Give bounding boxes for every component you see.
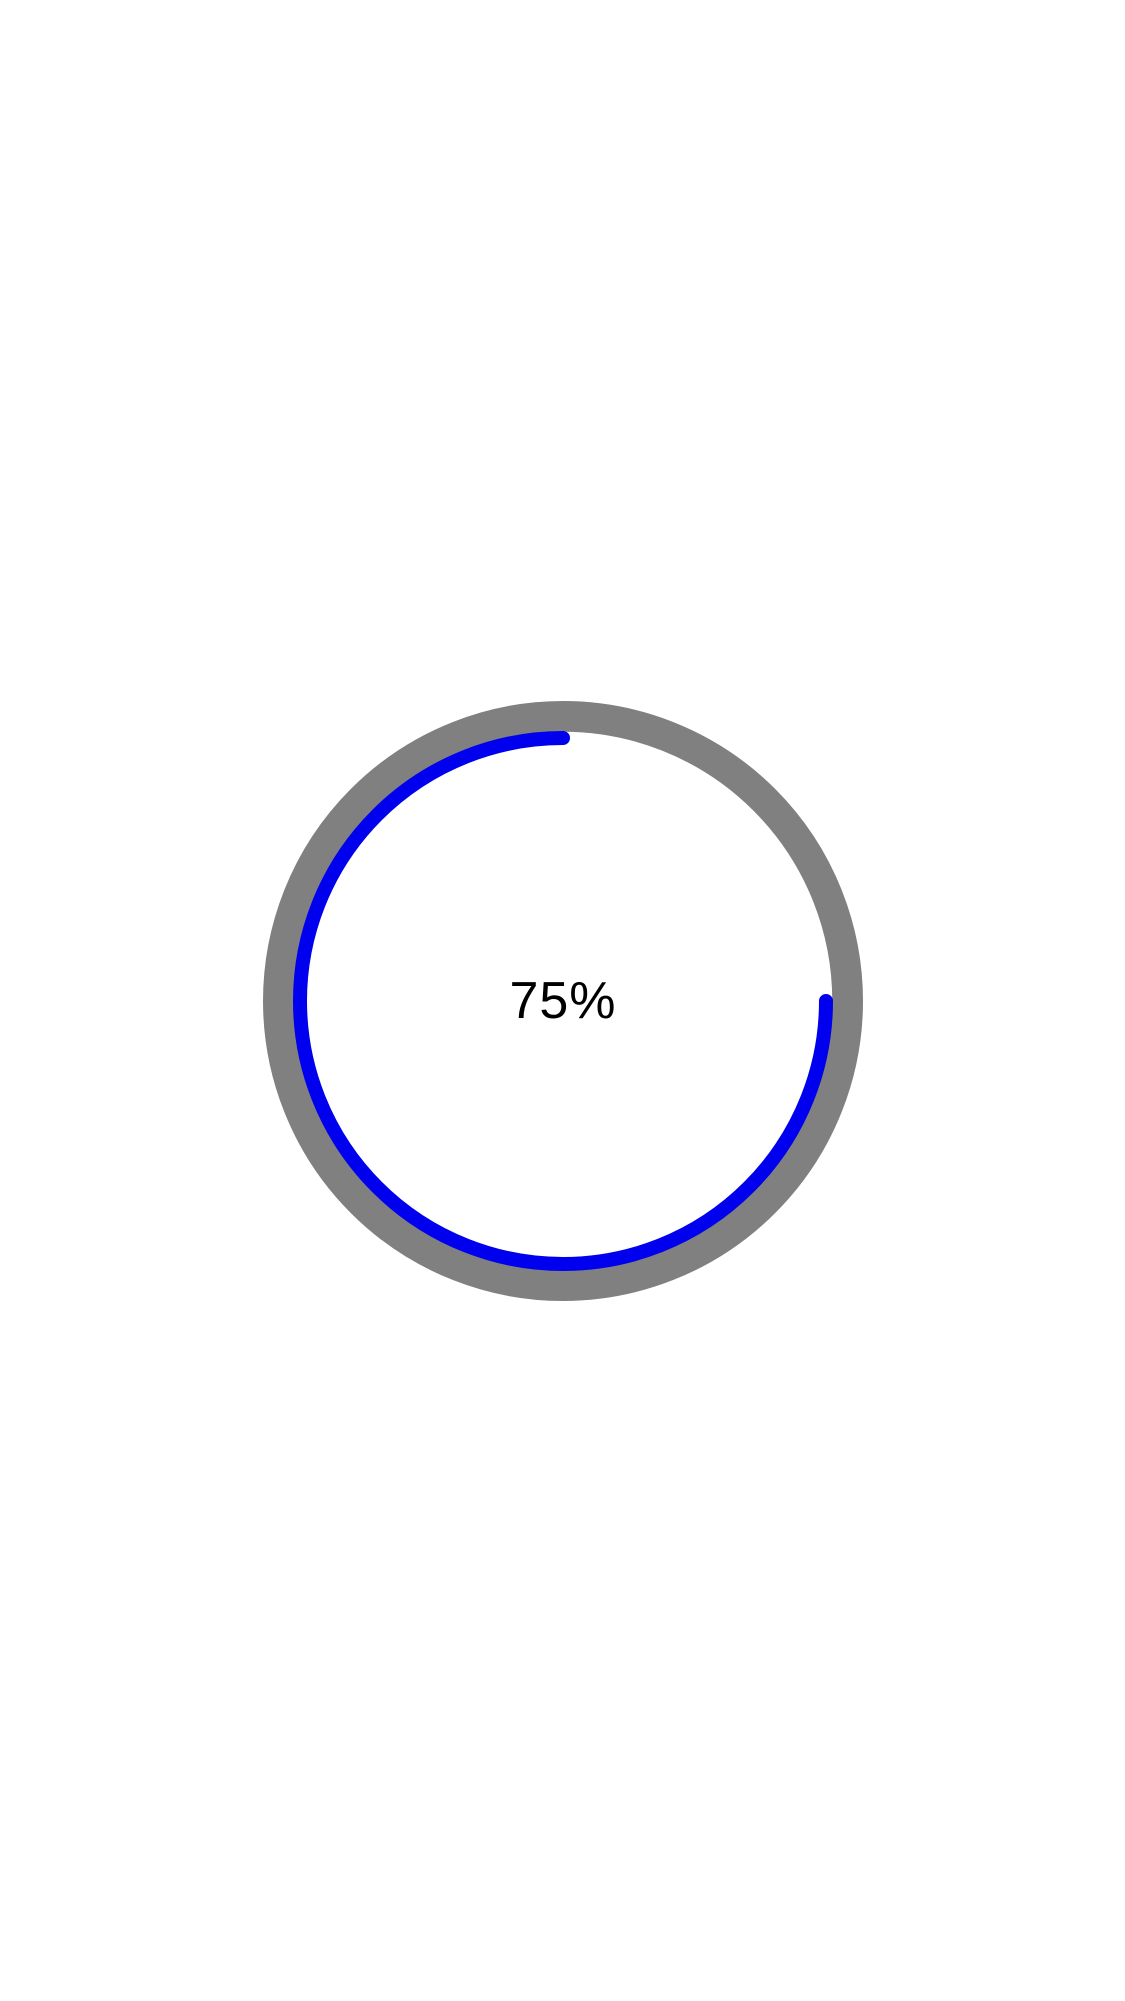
progress-track-ring	[263, 701, 863, 1301]
progress-ring	[263, 701, 863, 1301]
progress-percent-label: 75%	[509, 972, 617, 1030]
progress-arc	[293, 731, 833, 1271]
circular-progress-indicator: 75%	[262, 700, 864, 1302]
